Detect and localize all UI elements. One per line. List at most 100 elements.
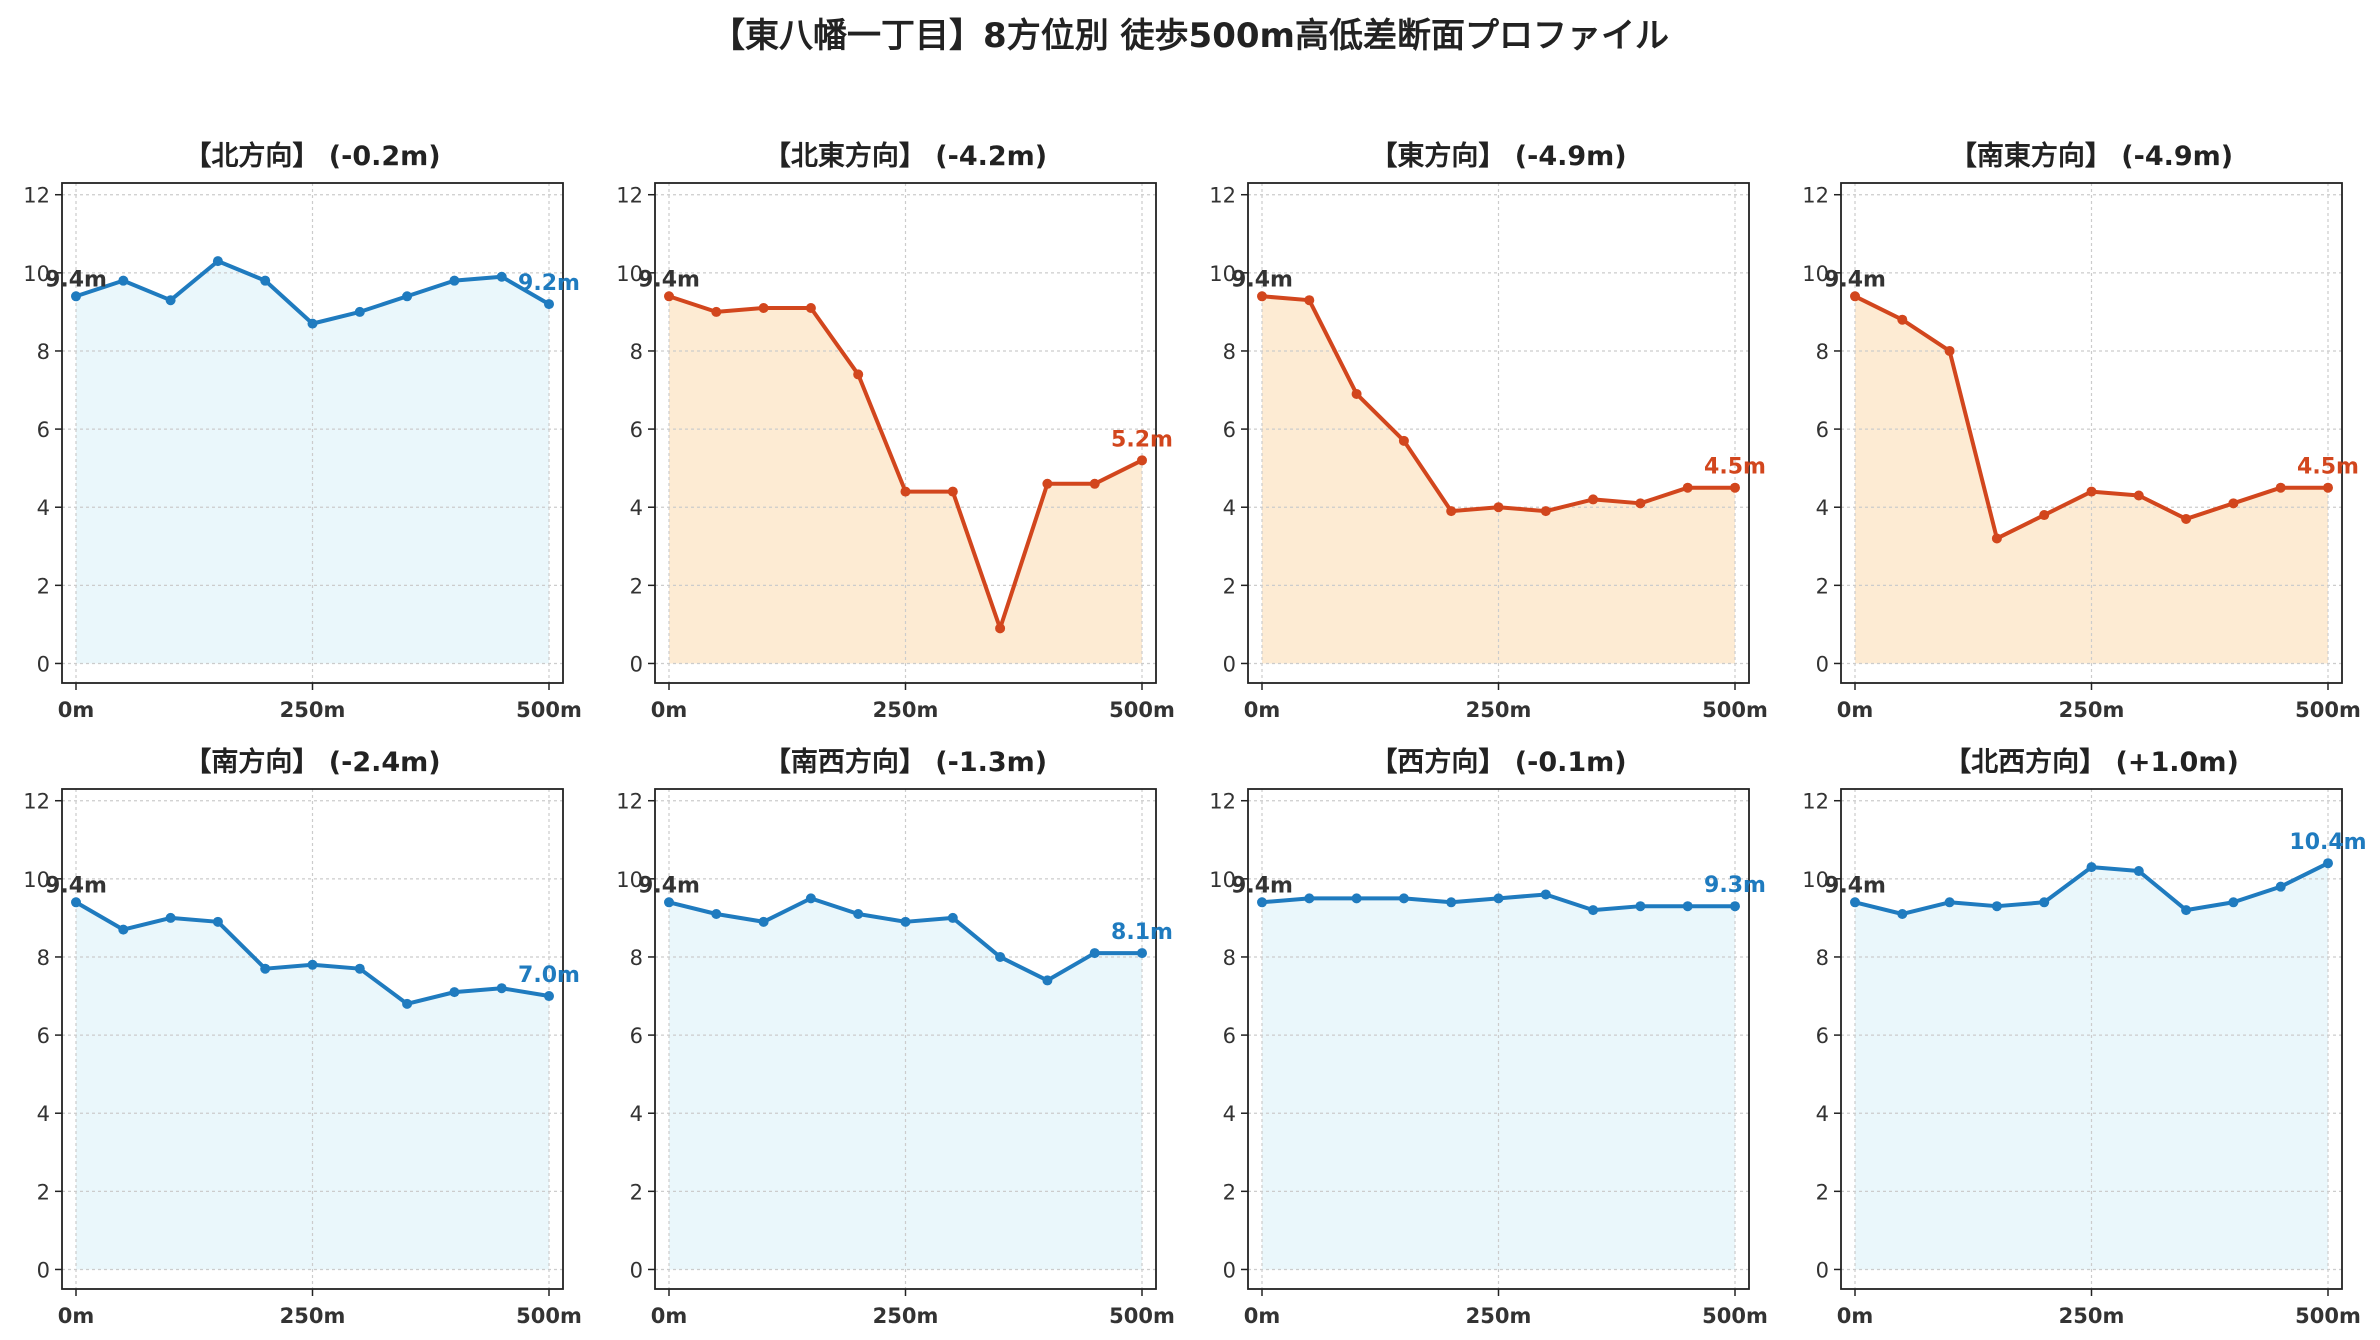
subplot-title: 【北西方向】 (+1.0m) [1944,746,2239,778]
y-tick-label: 12 [23,184,50,208]
y-tick-label: 12 [23,790,50,814]
data-point [1137,455,1147,466]
data-point [1730,901,1740,912]
data-point [1850,897,1860,908]
x-tick-label: 0m [1244,698,1281,722]
data-point [354,963,365,974]
data-point [1897,314,1908,325]
data-point [1635,498,1646,509]
y-tick-label: 12 [1802,790,1829,814]
area-fill [669,296,1142,664]
y-tick-label: 6 [1223,1024,1236,1048]
data-point [1446,506,1457,517]
x-tick-label: 500m [516,698,582,722]
data-point [2133,866,2144,877]
area-fill [76,261,549,664]
y-tick-label: 4 [1223,496,1236,520]
data-point [1446,897,1457,908]
subplot-title: 【東方向】 (-4.9m) [1370,140,1626,172]
data-point [212,916,223,927]
y-tick-label: 6 [1816,1024,1829,1048]
y-tick-label: 6 [630,1024,643,1048]
y-tick-label: 8 [37,340,50,364]
data-point [1089,478,1100,489]
y-tick-label: 4 [1816,1102,1829,1126]
data-point [496,271,507,282]
data-point [2323,482,2333,493]
start-elevation-label: 9.4m [1231,873,1293,898]
data-point [1137,948,1147,959]
data-point [1042,975,1053,986]
data-point [1351,893,1362,904]
x-tick-label: 0m [58,1304,95,1328]
data-point [1897,909,1908,919]
data-point [995,951,1006,962]
data-point [995,623,1006,634]
x-tick-label: 0m [651,698,688,722]
y-tick-label: 8 [1816,340,1829,364]
y-tick-label: 0 [1816,1258,1829,1282]
data-point [1850,291,1860,302]
y-tick-label: 10 [1209,868,1236,892]
y-tick-label: 6 [1223,418,1236,442]
subplot: 【北東方向】 (-4.2m) 0 2 4 6 8 10 12 0m 250m 500m 9.4m 5.2… [616,140,1175,722]
y-tick-label: 2 [37,574,50,598]
start-elevation-label: 9.4m [638,267,700,292]
y-tick-label: 8 [630,946,643,970]
x-tick-label: 500m [2295,698,2361,722]
data-point [947,486,958,497]
data-point [1257,897,1267,908]
y-tick-label: 12 [1209,790,1236,814]
data-point [947,912,958,923]
data-point [853,369,864,380]
x-tick-label: 250m [873,1304,939,1328]
data-point [2228,897,2239,908]
y-tick-label: 8 [37,946,50,970]
y-tick-label: 6 [37,418,50,442]
y-tick-label: 0 [1223,1258,1236,1282]
start-elevation-label: 9.4m [45,267,107,292]
data-point [1682,482,1693,493]
data-point [758,916,769,927]
y-tick-label: 10 [616,868,643,892]
y-tick-label: 4 [1816,496,1829,520]
end-elevation-label: 8.1m [1111,920,1173,945]
area-fill [1262,894,1735,1270]
y-tick-label: 12 [616,184,643,208]
x-tick-label: 0m [651,1304,688,1328]
y-tick-label: 10 [1802,868,1829,892]
y-tick-label: 0 [37,652,50,676]
y-tick-label: 2 [1816,574,1829,598]
data-point [900,486,911,497]
subplot-title: 【南方向】 (-2.4m) [184,746,440,778]
x-tick-label: 250m [1466,1304,1532,1328]
data-point [1304,893,1315,904]
subplot: 【南東方向】 (-4.9m) 0 2 4 6 8 10 12 0m 250m 500m 9.4m 4.5… [1802,140,2361,722]
data-point [1351,388,1362,399]
data-point [1991,901,2002,912]
data-point [1493,893,1504,904]
data-point [260,963,271,974]
data-point [1089,948,1100,959]
y-tick-label: 6 [37,1024,50,1048]
y-tick-label: 8 [630,340,643,364]
y-tick-label: 10 [616,262,643,286]
data-point [1042,478,1053,489]
x-tick-label: 500m [2295,1304,2361,1328]
data-point [664,291,674,302]
data-point [1304,295,1315,306]
y-tick-label: 6 [1816,418,1829,442]
y-tick-label: 10 [23,868,50,892]
y-tick-label: 0 [1816,652,1829,676]
data-point [2181,905,2192,916]
subplot-title: 【南東方向】 (-4.9m) [1950,140,2233,172]
start-elevation-label: 9.4m [1824,873,1886,898]
data-point [402,291,413,302]
area-fill [1855,296,2328,664]
data-point [1398,435,1409,446]
subplot: 【南西方向】 (-1.3m) 0 2 4 6 8 10 12 0m 250m 500m 9.4m 8.1… [616,746,1175,1328]
y-tick-label: 12 [1209,184,1236,208]
x-tick-label: 0m [1837,698,1874,722]
y-tick-label: 4 [630,1102,643,1126]
